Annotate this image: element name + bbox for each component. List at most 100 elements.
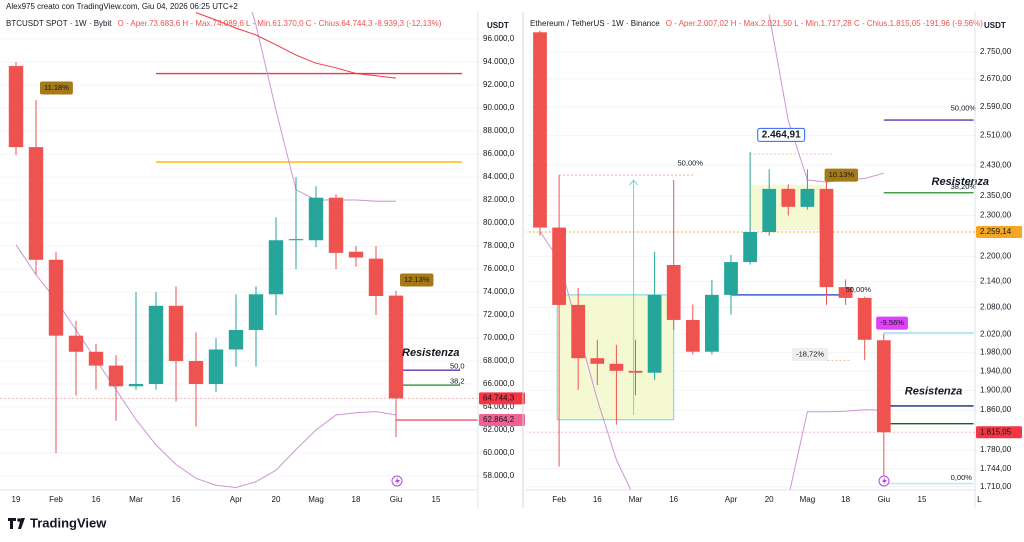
candle-body [533, 32, 547, 228]
y-tick-label: 78.000,0 [483, 241, 515, 250]
x-tick-label: Mar [129, 495, 143, 504]
chart-header: BTCUSDT SPOT · 1W · Bybit O - Aper.73.683… [6, 19, 442, 28]
candle-body [68, 335, 84, 352]
x-tick-label: 16 [92, 495, 101, 504]
y-tick-label: 66.000,0 [483, 379, 515, 388]
x-tick-label: Apr [230, 495, 243, 504]
ohlc-readout: O - Aper.2.007,02 H - Max.2.021,50 L - M… [666, 19, 984, 28]
price-tag [479, 414, 525, 427]
callout-box [824, 168, 859, 182]
candle-body [705, 294, 719, 352]
annotation: 50,00% [846, 285, 872, 294]
candle-body [628, 370, 643, 373]
price-tag [479, 392, 525, 405]
candle-body [168, 305, 184, 361]
y-tick-label: 60.000,0 [483, 448, 515, 457]
chart-header: Ethereum / TetherUS · 1W · Binance O - Ap… [530, 19, 983, 28]
candle-body [208, 349, 224, 384]
candle-body [762, 188, 777, 233]
price-tag [976, 225, 1022, 238]
y-tick-label: 1.940,00 [980, 366, 1012, 375]
price-tag [976, 426, 1022, 439]
price-tag-text: 1.815,05 [980, 427, 1012, 436]
y-tick-label: 86.000,0 [483, 149, 515, 158]
candle-body [647, 294, 662, 373]
annotation: 38,20% [951, 182, 977, 191]
candle-body [348, 251, 364, 258]
plot-left [0, 12, 478, 489]
y-tick-label: 92.000,0 [483, 80, 515, 89]
y-tick-label: 1.860,00 [980, 405, 1012, 414]
x-tick-label: 18 [352, 495, 361, 504]
x-tick-label: 16 [172, 495, 181, 504]
candle-body [108, 365, 124, 387]
candle-body [128, 383, 144, 387]
annotation: 50,00% [951, 104, 977, 113]
candle-body [571, 304, 586, 359]
annotation: 0,00% [951, 473, 973, 482]
y-axis-title: USDT [984, 21, 1006, 30]
ohlc-readout: O - Aper.73.683,6 H - Max.74.089,6 L - M… [118, 19, 442, 28]
candle-body [857, 297, 872, 340]
y-tick-label: 1.780,00 [980, 445, 1012, 454]
callout-box [40, 81, 73, 95]
price-tag-text: 64.744,3 [483, 394, 515, 403]
x-tick-label: Mag [308, 495, 324, 504]
event-icon [391, 475, 403, 487]
candle-body [800, 188, 815, 207]
plot-right [526, 14, 975, 490]
candle-body [188, 360, 204, 384]
x-tick-label: Mar [629, 495, 643, 504]
candle-body [666, 265, 681, 320]
y-tick-label: 94.000,0 [483, 57, 515, 66]
candle-body [590, 358, 605, 364]
author-line: Alex975 creato con TradingView.com, Giu … [6, 2, 238, 11]
candle-body [724, 262, 738, 295]
y-tick-label: 2.510,00 [980, 131, 1012, 140]
y-tick-label: 84.000,0 [483, 172, 515, 181]
callout-text: 12.13% [404, 275, 430, 284]
y-tick-label: 2.300,00 [980, 211, 1012, 220]
y-tick-label: 1.900,00 [980, 385, 1012, 394]
arrow-head [629, 179, 638, 186]
candle-body [48, 259, 64, 336]
annotation: Resistenza [402, 347, 459, 359]
y-tick-label: 70.000,0 [483, 333, 515, 342]
candle-body [248, 294, 264, 330]
candle-body [308, 197, 324, 241]
x-tick-label: Feb [49, 495, 63, 504]
candle-body [743, 232, 757, 263]
callout-text: 11.18% [44, 83, 69, 92]
x-tick-label: 15 [918, 495, 927, 504]
y-tick-label: 80.000,0 [483, 218, 515, 227]
y-tick-label: 90.000,0 [483, 103, 515, 112]
callout-box [792, 347, 829, 361]
candle-body [268, 240, 284, 295]
x-tick-label: 20 [272, 495, 281, 504]
candle-body [781, 188, 796, 207]
indicator-line [15, 244, 397, 489]
indicator-line [195, 12, 397, 79]
candle-body [28, 147, 44, 260]
y-tick-label: 1.710,00 [980, 482, 1012, 491]
chart-title: BTCUSDT SPOT · 1W · Bybit [6, 19, 112, 28]
candle-body [88, 351, 104, 366]
y-tick-label: 2.670,00 [980, 74, 1012, 83]
candle-body [228, 329, 244, 350]
y-tick-label: 68.000,0 [483, 356, 515, 365]
x-tick-label: Giu [390, 495, 402, 504]
candle-body [819, 188, 834, 288]
x-tick-label: 15 [432, 495, 441, 504]
y-tick-label: 2.350,00 [980, 191, 1012, 200]
candle-body [368, 258, 384, 297]
event-icon [878, 475, 890, 487]
brand-logo: TradingView [8, 515, 107, 530]
x-tick-label: L [977, 495, 982, 504]
candle-body [552, 227, 566, 305]
price-tag-text: 2.259,14 [980, 227, 1012, 236]
y-tick-label: 1.980,00 [980, 348, 1012, 357]
y-tick-label: 2.750,00 [980, 47, 1012, 56]
callout-box [876, 316, 908, 330]
y-tick-label: 2.590,00 [980, 102, 1012, 111]
y-tick-label: 72.000,0 [483, 310, 515, 319]
